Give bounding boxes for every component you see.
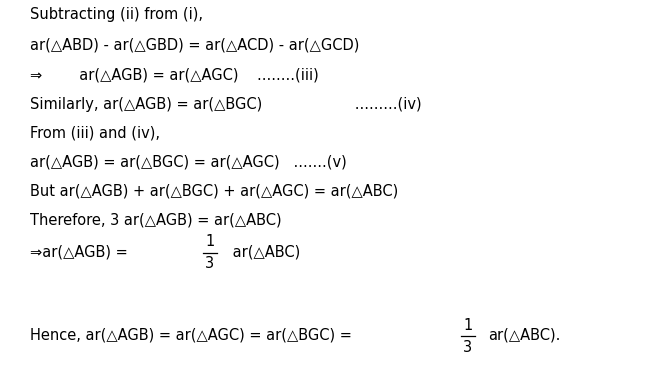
- Text: ar(△ABD) - ar(△GBD) = ar(△ACD) - ar(△GCD): ar(△ABD) - ar(△GBD) = ar(△ACD) - ar(△GCD…: [30, 37, 359, 53]
- Text: Similarly, ar(△AGB) = ar(△BGC)                    .........(iv): Similarly, ar(△AGB) = ar(△BGC) .........…: [30, 98, 422, 112]
- Text: ar(△ABC).: ar(△ABC).: [488, 328, 560, 342]
- Text: ar(△ABC): ar(△ABC): [228, 245, 300, 259]
- Text: ⇒        ar(△AGB) = ar(△AGC)    ........(iii): ⇒ ar(△AGB) = ar(△AGC) ........(iii): [30, 67, 319, 83]
- Text: From (iii) and (iv),: From (iii) and (iv),: [30, 126, 160, 140]
- Text: ar(△AGB) = ar(△BGC) = ar(△AGC)   .......(v): ar(△AGB) = ar(△BGC) = ar(△AGC) .......(v…: [30, 154, 347, 170]
- Text: But ar(△AGB) + ar(△BGC) + ar(△AGC) = ar(△ABC): But ar(△AGB) + ar(△BGC) + ar(△AGC) = ar(…: [30, 184, 398, 199]
- Text: Hence, ar(△AGB) = ar(△AGC) = ar(△BGC) =: Hence, ar(△AGB) = ar(△AGC) = ar(△BGC) =: [30, 328, 352, 342]
- Text: 3: 3: [206, 257, 214, 271]
- Text: 3: 3: [464, 340, 472, 355]
- Text: Subtracting (ii) from (i),: Subtracting (ii) from (i),: [30, 7, 203, 23]
- Text: ⇒ar(△AGB) =: ⇒ar(△AGB) =: [30, 245, 128, 259]
- Text: 1: 1: [205, 234, 214, 250]
- Text: 1: 1: [464, 317, 473, 333]
- Text: Therefore, 3 ar(△AGB) = ar(△ABC): Therefore, 3 ar(△AGB) = ar(△ABC): [30, 213, 282, 227]
